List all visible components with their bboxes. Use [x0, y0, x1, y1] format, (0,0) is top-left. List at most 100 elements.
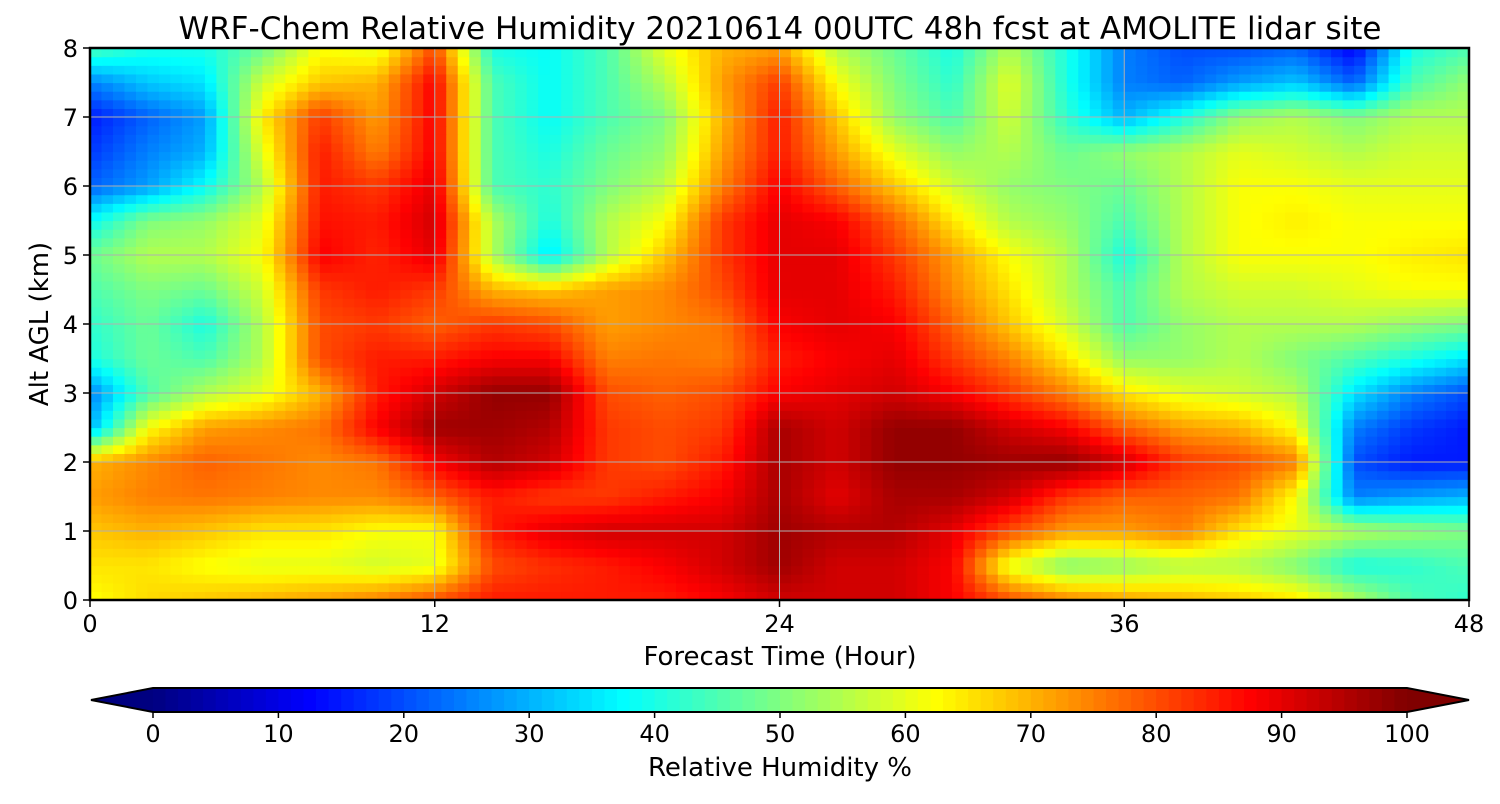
heatmap-cell	[285, 531, 298, 541]
heatmap-cell	[595, 522, 608, 532]
heatmap-cell	[1043, 410, 1056, 420]
heatmap-cell	[273, 522, 286, 532]
heatmap-cell	[515, 289, 528, 299]
heatmap-cell	[112, 280, 126, 291]
heatmap-cell	[1181, 349, 1194, 360]
heatmap-cell	[630, 315, 643, 325]
heatmap-cell	[584, 453, 597, 463]
heatmap-cell	[135, 470, 149, 480]
heatmap-cell	[331, 513, 344, 523]
heatmap-cell	[813, 418, 827, 429]
heatmap-cell	[1400, 358, 1413, 368]
heatmap-cell	[331, 479, 344, 489]
heatmap-cell	[1101, 358, 1114, 368]
heatmap-cell	[446, 548, 459, 558]
heatmap-cell	[1434, 444, 1447, 454]
heatmap-cell	[825, 375, 838, 385]
heatmap-cell	[848, 418, 861, 429]
heatmap-cell	[250, 505, 263, 515]
heatmap-cell	[446, 470, 459, 480]
heatmap-cell	[1101, 341, 1114, 351]
heatmap-cell	[262, 522, 275, 532]
heatmap-cell	[331, 246, 344, 256]
heatmap-cell	[158, 324, 172, 334]
heatmap-cell	[1319, 574, 1332, 584]
heatmap-cell	[101, 591, 114, 600]
heatmap-cell	[319, 289, 332, 299]
heatmap-cell	[825, 574, 838, 584]
heatmap-cell	[630, 324, 643, 334]
heatmap-cell	[538, 393, 551, 403]
heatmap-cell	[480, 505, 493, 515]
heatmap-cell	[584, 349, 597, 360]
heatmap-cell	[733, 565, 746, 575]
heatmap-cell	[963, 436, 976, 446]
heatmap-cell	[1216, 255, 1229, 265]
heatmap-cell	[917, 324, 930, 334]
heatmap-cell	[1020, 393, 1033, 403]
heatmap-cell	[1342, 375, 1355, 385]
heatmap-cell	[204, 393, 218, 403]
heatmap-cell	[1135, 479, 1148, 489]
heatmap-cell	[1009, 462, 1022, 472]
heatmap-cell	[572, 462, 585, 472]
heatmap-cell	[480, 324, 493, 334]
heatmap-cell	[354, 289, 367, 299]
heatmap-cell	[1020, 298, 1033, 308]
heatmap-cell	[595, 272, 608, 282]
heatmap-cell	[997, 418, 1010, 429]
heatmap-cell	[1296, 574, 1309, 584]
heatmap-cell	[1423, 591, 1436, 600]
heatmap-cell	[1124, 470, 1137, 480]
heatmap-cell	[894, 531, 907, 541]
heatmap-cell	[653, 427, 666, 437]
heatmap-cell	[296, 582, 309, 592]
heatmap-cell	[1147, 479, 1160, 489]
heatmap-cell	[204, 582, 218, 592]
heatmap-cell	[1009, 393, 1022, 403]
heatmap-cell	[1457, 556, 1469, 567]
heatmap-cell	[974, 272, 987, 282]
heatmap-cell	[997, 393, 1010, 403]
heatmap-cell	[1285, 315, 1298, 325]
heatmap-cell	[974, 453, 987, 463]
heatmap-cell	[250, 384, 263, 394]
heatmap-cell	[423, 565, 436, 575]
heatmap-cell	[1285, 548, 1298, 558]
heatmap-cell	[158, 280, 172, 291]
heatmap-cell	[607, 418, 620, 429]
heatmap-cell	[101, 375, 114, 385]
heatmap-cell	[630, 565, 643, 575]
heatmap-cell	[526, 315, 539, 325]
heatmap-cell	[905, 453, 918, 463]
heatmap-cell	[1285, 487, 1298, 498]
heatmap-cell	[492, 289, 505, 299]
heatmap-cell	[653, 531, 666, 541]
heatmap-cell	[216, 556, 229, 567]
heatmap-cell	[216, 548, 229, 558]
heatmap-cell	[365, 237, 378, 247]
heatmap-cell	[158, 496, 172, 506]
heatmap-cell	[745, 298, 758, 308]
heatmap-cell	[446, 255, 459, 265]
heatmap-cell	[480, 255, 493, 265]
heatmap-cell	[377, 531, 390, 541]
heatmap-cell	[1273, 246, 1286, 256]
heatmap-cell	[1296, 565, 1309, 575]
heatmap-cell	[1158, 358, 1171, 368]
heatmap-cell	[1009, 591, 1022, 600]
heatmap-cell	[1411, 272, 1424, 282]
heatmap-cell	[825, 462, 838, 472]
heatmap-cell	[434, 298, 447, 308]
heatmap-cell	[239, 539, 252, 549]
heatmap-cell	[227, 574, 240, 584]
heatmap-cell	[1020, 358, 1033, 368]
heatmap-cell	[859, 462, 873, 472]
heatmap-cell	[1331, 298, 1344, 308]
heatmap-cell	[1308, 315, 1321, 325]
heatmap-cell	[1101, 444, 1114, 454]
heatmap-cell	[1457, 462, 1469, 472]
heatmap-cell	[1181, 444, 1194, 454]
heatmap-cell	[1377, 375, 1390, 385]
heatmap-cell	[262, 263, 275, 273]
